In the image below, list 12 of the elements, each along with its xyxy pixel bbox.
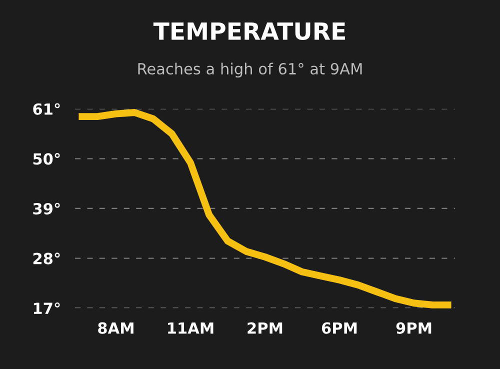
y-tick-label: 61° xyxy=(33,103,60,115)
x-tick-label: 9PM xyxy=(396,322,432,334)
x-tick-label: 2PM xyxy=(248,322,282,334)
chart-subtitle: Reaches a high of 61° at 9AM xyxy=(138,62,362,78)
x-tick-label: 6PM xyxy=(322,322,357,334)
x-tick-label: 8AM xyxy=(98,322,134,334)
y-tick-label: 50° xyxy=(33,153,60,165)
chart-title: TEMPERATURE xyxy=(153,22,345,40)
y-tick-label: 39° xyxy=(33,202,60,215)
x-tick-label: 11AM xyxy=(168,322,214,334)
y-tick-label: 17° xyxy=(34,302,60,314)
y-tick-label: 28° xyxy=(33,252,60,264)
